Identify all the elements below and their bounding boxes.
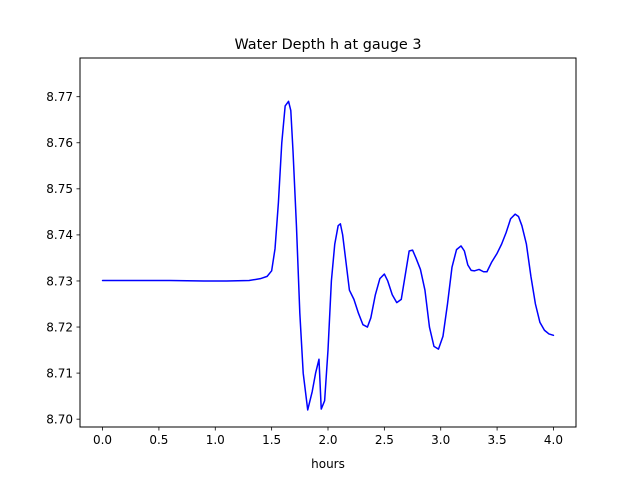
x-tick-label: 2.5	[375, 433, 394, 447]
y-tick-label: 8.74	[46, 228, 73, 242]
series-line-0	[101, 100, 555, 411]
x-tick-label: 1.5	[262, 433, 281, 447]
y-tick-label: 8.73	[46, 274, 73, 288]
y-axis-ticks: 8.70 8.71 8.72 8.73 8.74 8.75 8.76 8.77	[46, 90, 80, 426]
x-axis-ticks: 0.0 0.5 1.0 1.5 2.0 2.5 3.0 3.5 4.0	[93, 427, 563, 447]
x-tick-label: 0.0	[93, 433, 112, 447]
x-tick-label: 0.5	[149, 433, 168, 447]
y-tick-label: 8.70	[46, 412, 73, 426]
plot-frame	[79, 57, 577, 428]
y-tick-label: 8.72	[46, 320, 73, 334]
y-tick-label: 8.71	[46, 366, 73, 380]
y-tick-label: 8.76	[46, 136, 73, 150]
x-axis-label: hours	[311, 457, 345, 471]
y-tick-label: 8.77	[46, 90, 73, 104]
x-tick-label: 2.0	[318, 433, 337, 447]
x-tick-label: 1.0	[206, 433, 225, 447]
x-tick-label: 3.0	[431, 433, 450, 447]
x-tick-label: 4.0	[544, 433, 563, 447]
x-tick-label: 3.5	[488, 433, 507, 447]
chart-title: Water Depth h at gauge 3	[234, 37, 421, 53]
y-tick-label: 8.75	[46, 182, 73, 196]
series-layer	[101, 100, 555, 411]
